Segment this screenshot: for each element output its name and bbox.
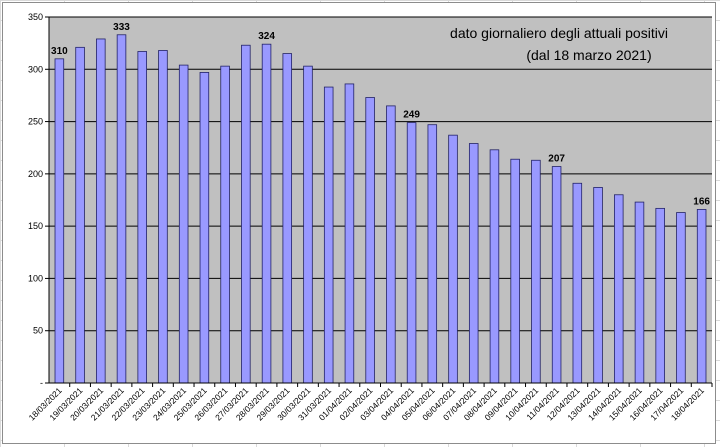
data-label: 207 (548, 154, 565, 165)
bar (531, 159, 541, 384)
chart-title-line-2: (dal 18 marzo 2021) (526, 47, 651, 63)
bar (303, 65, 313, 384)
bar (676, 212, 686, 384)
y-tick-label: 150 (28, 221, 43, 231)
axes (45, 16, 713, 387)
bar (137, 51, 147, 384)
y-tick-label: - (40, 378, 43, 388)
bar (199, 72, 210, 384)
data-label: 333 (113, 22, 130, 33)
y-tick-label: 300 (28, 64, 43, 74)
bar (448, 134, 458, 384)
y-tick-label: 350 (28, 12, 43, 22)
y-tick-label: 250 (28, 117, 43, 127)
bar (344, 83, 355, 384)
bar (427, 124, 438, 384)
y-tick-label: 50 (33, 326, 43, 336)
data-label: 310 (51, 46, 68, 57)
bar (241, 44, 251, 384)
bar (261, 43, 272, 384)
bar (54, 58, 65, 384)
bar (75, 46, 85, 384)
bar (386, 105, 396, 384)
bar (220, 65, 230, 384)
bar (406, 122, 417, 384)
bar (96, 38, 106, 384)
data-label: 249 (403, 110, 420, 121)
bar (614, 194, 624, 384)
bar (696, 209, 707, 384)
bar (489, 149, 500, 384)
data-label: 166 (693, 196, 710, 207)
bar (655, 207, 665, 384)
bar (282, 53, 293, 384)
bar (323, 86, 334, 384)
chart-title-line-1: dato giornaliero degli attuali positivi (450, 25, 668, 41)
bar (572, 182, 583, 384)
bar (365, 97, 375, 384)
bar (158, 50, 168, 384)
y-tick-label: 200 (28, 169, 43, 179)
y-tick-label: 100 (28, 273, 43, 283)
bar (593, 187, 603, 384)
bar (116, 34, 127, 384)
bar (178, 64, 189, 384)
bar (634, 201, 645, 384)
data-label: 324 (258, 31, 275, 42)
bar-chart: -5010015020025030035018/03/202119/03/202… (27, 12, 713, 422)
bars (54, 34, 707, 384)
bar (551, 166, 562, 384)
plot-area (49, 17, 712, 383)
bar (510, 158, 520, 384)
bar (468, 143, 479, 384)
